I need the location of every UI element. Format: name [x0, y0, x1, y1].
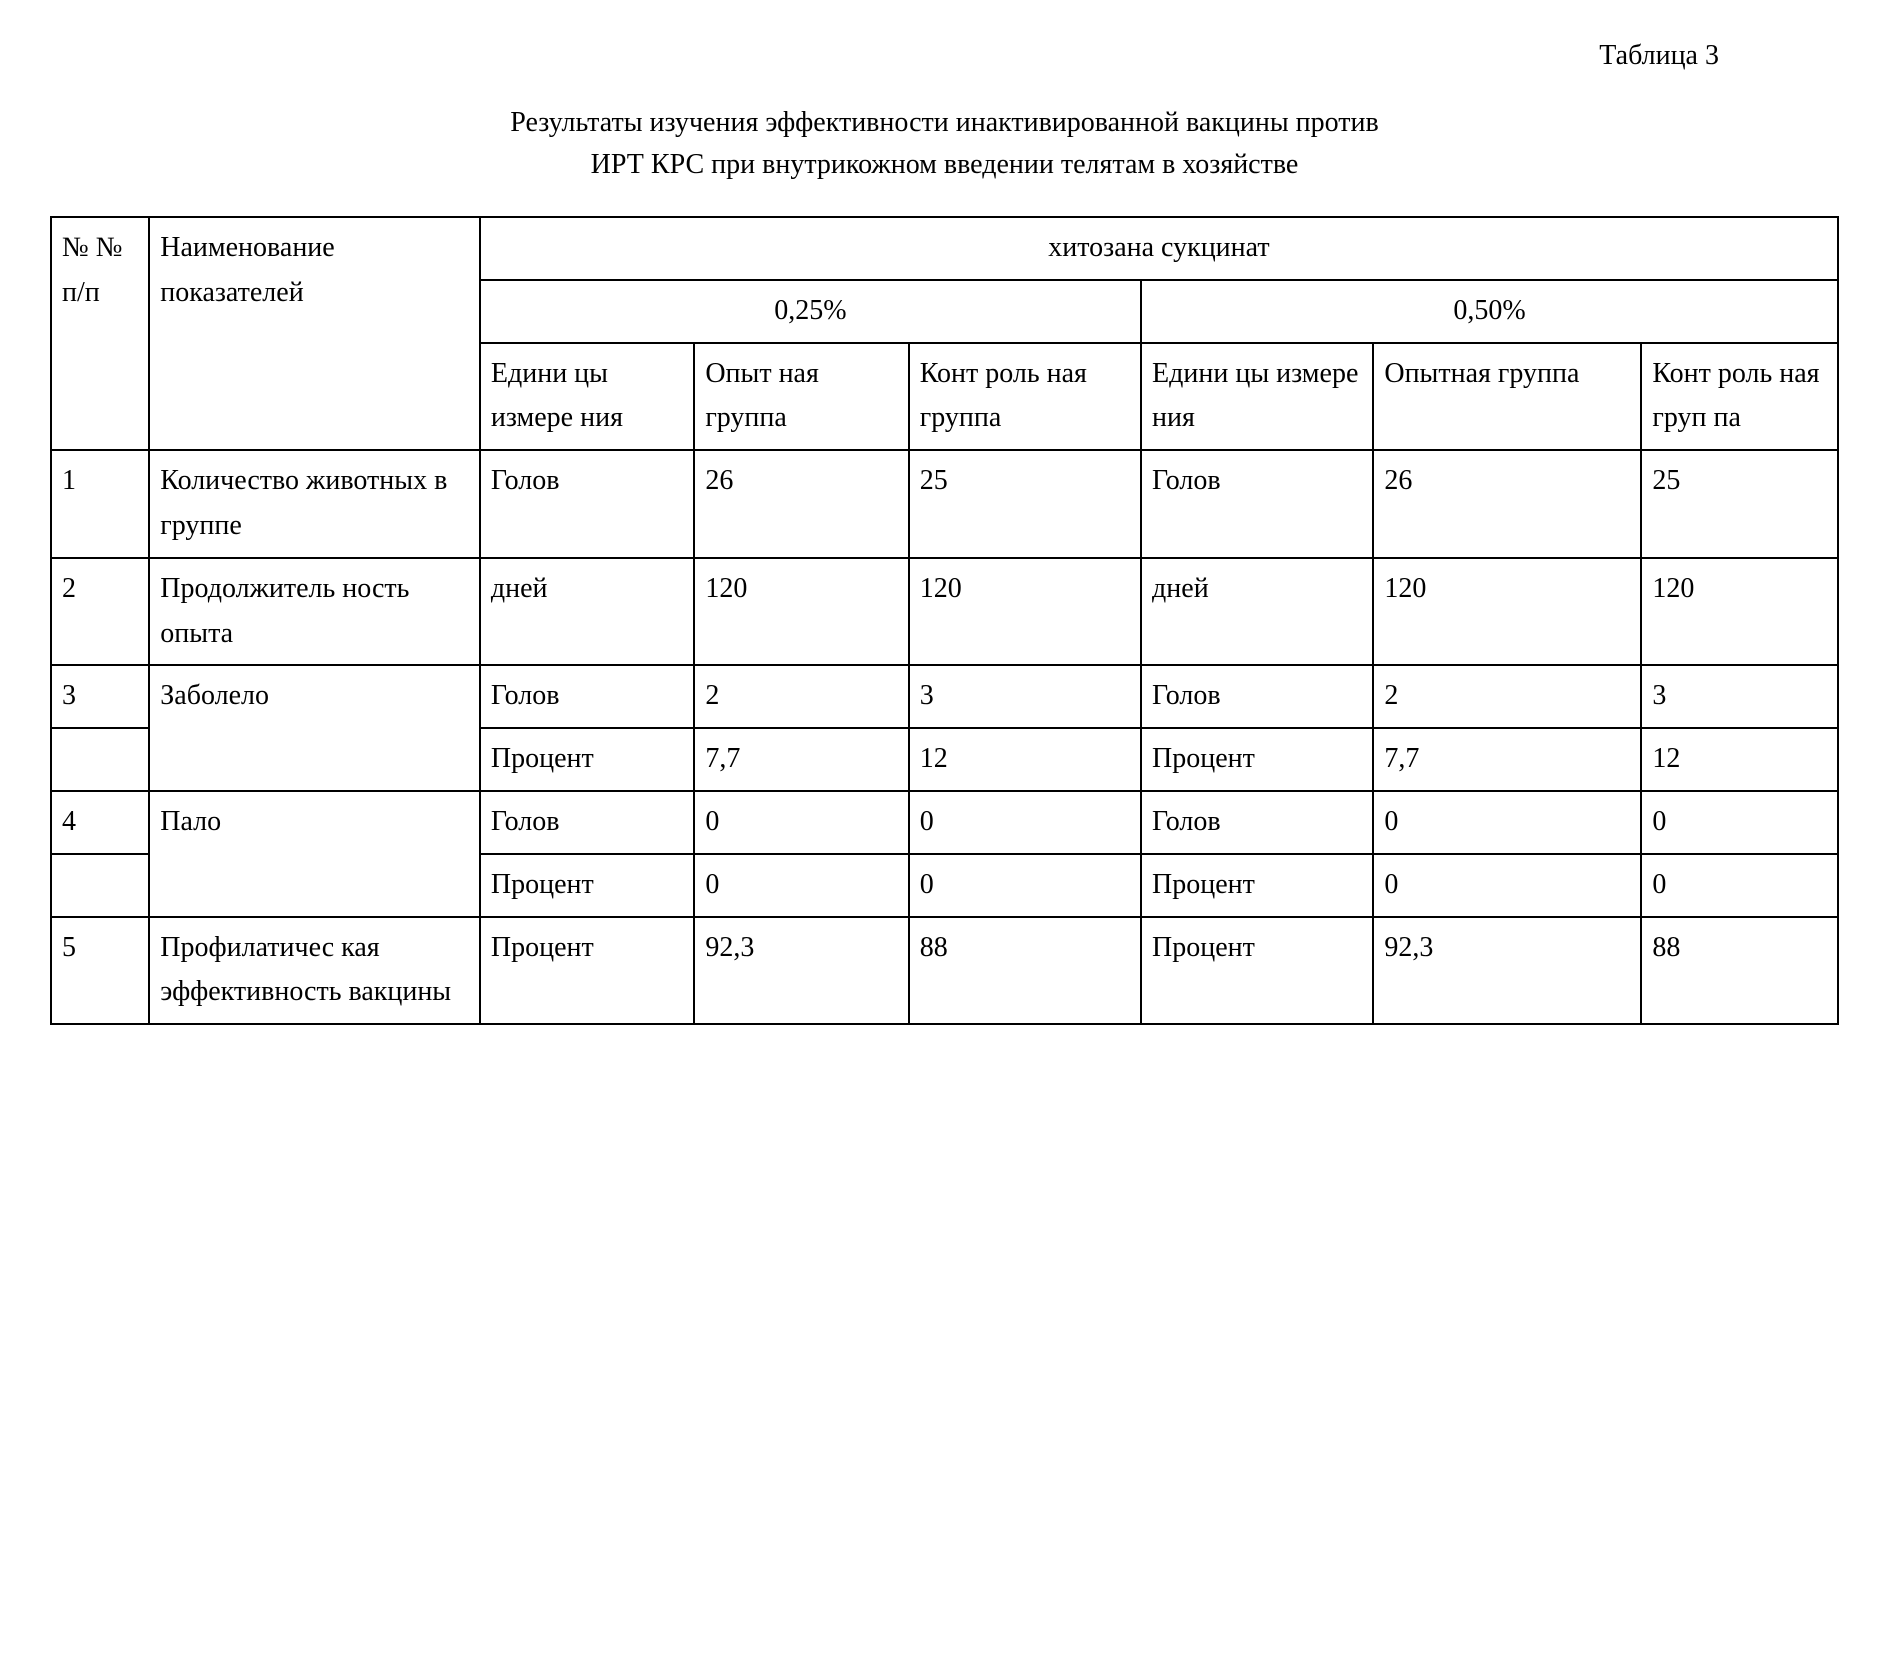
- cell-b3: 0: [1641, 854, 1838, 917]
- cell-a1: Голов: [480, 791, 694, 854]
- cell-b1: дней: [1141, 558, 1373, 666]
- col-header-group-b: 0,50%: [1141, 280, 1838, 343]
- col-header-a2: Опыт ная группа: [694, 343, 908, 451]
- cell-b3: 0: [1641, 791, 1838, 854]
- cell-a2: 92,3: [694, 917, 908, 1025]
- cell-a1: Процент: [480, 854, 694, 917]
- col-header-group-main: хитозана сукцинат: [480, 217, 1838, 280]
- cell-a2: 0: [694, 791, 908, 854]
- col-header-a3: Конт роль ная группа: [909, 343, 1141, 451]
- cell-a2: 0: [694, 854, 908, 917]
- cell-b2: 2: [1373, 665, 1641, 728]
- col-header-b3: Конт роль ная груп па: [1641, 343, 1838, 451]
- cell-b1: Процент: [1141, 728, 1373, 791]
- caption-line-1: Результаты изучения эффективности инакти…: [510, 107, 1378, 138]
- table-row: 2 Продолжитель ность опыта дней 120 120 …: [51, 558, 1838, 666]
- table-caption: Результаты изучения эффективности инакти…: [50, 102, 1839, 186]
- col-header-group-a: 0,25%: [480, 280, 1141, 343]
- results-table: № № п/п Наименование показателей хитозан…: [50, 216, 1839, 1025]
- cell-a2: 2: [694, 665, 908, 728]
- cell-a1: Процент: [480, 728, 694, 791]
- cell-b1: Голов: [1141, 791, 1373, 854]
- col-header-name: Наименование показателей: [149, 217, 480, 450]
- cell-b2: 92,3: [1373, 917, 1641, 1025]
- cell-a1: Процент: [480, 917, 694, 1025]
- cell-a1: Голов: [480, 665, 694, 728]
- cell-name: Количество животных в группе: [149, 450, 480, 558]
- table-header-row: № № п/п Наименование показателей хитозан…: [51, 217, 1838, 280]
- cell-b3: 12: [1641, 728, 1838, 791]
- cell-a3: 0: [909, 854, 1141, 917]
- table-row: 5 Профилатичес кая эффективность вакцины…: [51, 917, 1838, 1025]
- cell-a2: 7,7: [694, 728, 908, 791]
- cell-num-empty: [51, 728, 149, 791]
- cell-b1: Голов: [1141, 665, 1373, 728]
- cell-a1: Голов: [480, 450, 694, 558]
- cell-b2: 0: [1373, 791, 1641, 854]
- cell-name: Заболело: [149, 665, 480, 791]
- cell-a2: 120: [694, 558, 908, 666]
- col-header-a1: Едини цы измере ния: [480, 343, 694, 451]
- col-header-b1: Едини цы измере ния: [1141, 343, 1373, 451]
- cell-b2: 120: [1373, 558, 1641, 666]
- cell-name: Пало: [149, 791, 480, 917]
- cell-num: 3: [51, 665, 149, 728]
- table-number-label: Таблица 3: [50, 40, 1839, 72]
- cell-a3: 25: [909, 450, 1141, 558]
- cell-b3: 25: [1641, 450, 1838, 558]
- table-row: 4 Пало Голов 0 0 Голов 0 0: [51, 791, 1838, 854]
- cell-a2: 26: [694, 450, 908, 558]
- cell-name: Профилатичес кая эффективность вакцины: [149, 917, 480, 1025]
- cell-a3: 88: [909, 917, 1141, 1025]
- cell-a3: 0: [909, 791, 1141, 854]
- cell-num: 1: [51, 450, 149, 558]
- col-header-b2: Опытная группа: [1373, 343, 1641, 451]
- cell-a3: 120: [909, 558, 1141, 666]
- cell-b1: Процент: [1141, 917, 1373, 1025]
- caption-line-2: ИРТ КРС при внутрикожном введении телята…: [591, 149, 1299, 180]
- cell-b1: Процент: [1141, 854, 1373, 917]
- cell-a3: 12: [909, 728, 1141, 791]
- cell-num: 4: [51, 791, 149, 854]
- cell-num: 5: [51, 917, 149, 1025]
- col-header-num: № № п/п: [51, 217, 149, 450]
- cell-b2: 7,7: [1373, 728, 1641, 791]
- table-row: 1 Количество животных в группе Голов 26 …: [51, 450, 1838, 558]
- cell-num: 2: [51, 558, 149, 666]
- cell-a1: дней: [480, 558, 694, 666]
- cell-num-empty: [51, 854, 149, 917]
- cell-b3: 3: [1641, 665, 1838, 728]
- cell-name: Продолжитель ность опыта: [149, 558, 480, 666]
- cell-b2: 0: [1373, 854, 1641, 917]
- cell-b1: Голов: [1141, 450, 1373, 558]
- table-row: 3 Заболело Голов 2 3 Голов 2 3: [51, 665, 1838, 728]
- cell-b3: 120: [1641, 558, 1838, 666]
- cell-b2: 26: [1373, 450, 1641, 558]
- cell-b3: 88: [1641, 917, 1838, 1025]
- cell-a3: 3: [909, 665, 1141, 728]
